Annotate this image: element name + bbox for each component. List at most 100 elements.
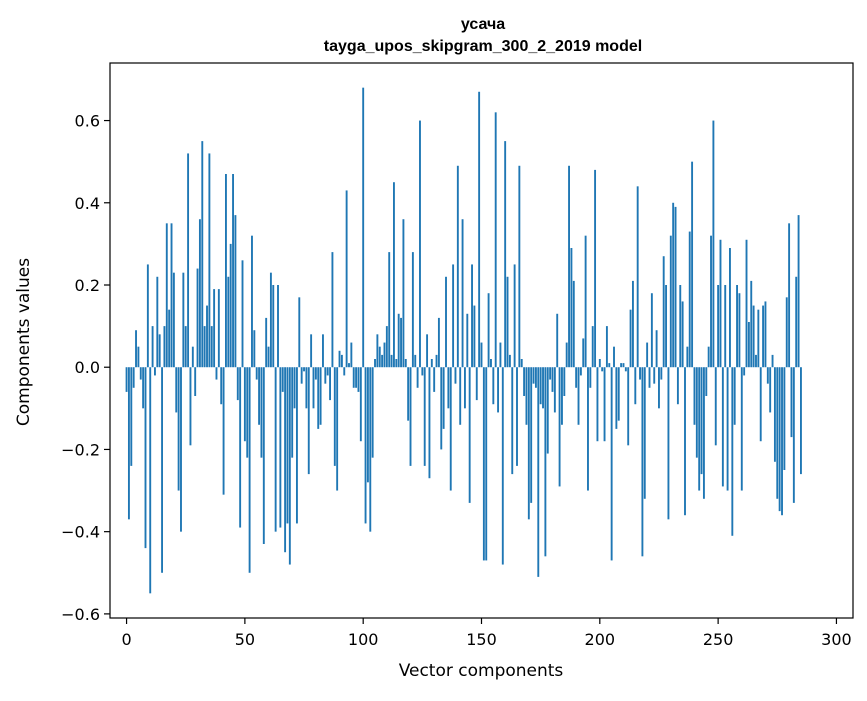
bar — [762, 305, 765, 368]
bar — [516, 367, 518, 466]
bar — [769, 367, 772, 413]
bar — [158, 334, 161, 368]
bar — [414, 354, 417, 368]
y-tick-label: −0.6 — [61, 605, 100, 624]
bar — [773, 367, 776, 462]
bar — [594, 169, 597, 368]
bar — [338, 350, 341, 368]
bar — [672, 202, 675, 368]
bar — [172, 272, 175, 368]
bar — [350, 342, 353, 368]
bar — [527, 367, 530, 520]
bar — [695, 367, 698, 458]
bar — [466, 313, 469, 368]
bar — [468, 367, 471, 503]
bar — [513, 264, 516, 368]
bar — [447, 367, 450, 409]
bar — [596, 367, 599, 442]
bar — [660, 367, 663, 380]
x-tick-label: 200 — [585, 630, 616, 649]
bar — [549, 367, 552, 380]
bar — [132, 367, 135, 388]
bar — [785, 297, 788, 368]
bar — [213, 289, 216, 368]
bar — [539, 367, 542, 405]
bar — [430, 359, 433, 368]
bar — [667, 367, 670, 520]
bar — [279, 367, 282, 528]
bar — [795, 276, 798, 368]
bar — [248, 367, 251, 573]
bar — [232, 174, 234, 368]
bar — [558, 367, 561, 487]
chart-title: усача — [461, 16, 505, 33]
chart-subtitle: tayga_upos_skipgram_300_2_2019 model — [324, 38, 642, 55]
bar — [329, 367, 331, 401]
bar — [639, 367, 641, 380]
bar — [227, 276, 230, 368]
bar — [572, 280, 575, 368]
bar — [298, 297, 301, 368]
bar — [239, 367, 242, 528]
bar — [198, 219, 201, 368]
bar — [530, 367, 533, 503]
bar — [757, 309, 760, 368]
bar — [729, 248, 731, 368]
bar — [277, 285, 279, 368]
bar — [324, 367, 327, 384]
bar — [688, 231, 691, 368]
bar — [208, 153, 211, 368]
bar — [570, 248, 573, 368]
bar — [369, 367, 372, 532]
bar — [196, 268, 199, 368]
bar — [613, 346, 615, 368]
bar — [433, 367, 436, 392]
bar — [480, 342, 483, 368]
bar — [461, 219, 464, 368]
bar — [322, 334, 324, 368]
bar — [459, 367, 462, 425]
bar — [627, 367, 630, 446]
bar — [487, 293, 490, 368]
bar — [719, 239, 722, 368]
y-tick-label: 0.2 — [75, 276, 100, 295]
bar — [783, 367, 786, 470]
bar — [210, 326, 213, 368]
bar — [286, 367, 289, 524]
bar — [253, 330, 256, 368]
bar — [752, 305, 755, 368]
bar — [395, 359, 398, 368]
bar — [520, 359, 523, 368]
bar — [397, 313, 400, 368]
bar — [658, 367, 660, 409]
bar — [284, 367, 287, 553]
bar — [194, 367, 197, 396]
bar — [717, 285, 720, 368]
bar — [755, 354, 757, 368]
bars-group — [125, 87, 802, 594]
bar — [790, 367, 793, 438]
bar — [686, 346, 689, 368]
bar — [523, 367, 526, 396]
bar — [551, 367, 554, 392]
bar — [371, 367, 374, 458]
bar — [151, 326, 154, 368]
bar — [265, 317, 268, 368]
y-axis-label: Components values — [14, 258, 34, 426]
bar — [643, 367, 646, 499]
bar — [333, 367, 336, 466]
bar — [792, 367, 795, 503]
bar — [165, 223, 168, 368]
bar — [312, 367, 315, 409]
bar — [577, 367, 580, 425]
bar — [449, 367, 452, 491]
bar — [452, 264, 455, 368]
bar — [698, 367, 701, 491]
bar — [303, 367, 305, 372]
bar — [260, 367, 263, 458]
bar — [714, 367, 717, 446]
bar — [300, 367, 303, 384]
bar — [646, 342, 649, 368]
x-tick-label: 50 — [235, 630, 255, 649]
bar — [553, 367, 556, 413]
